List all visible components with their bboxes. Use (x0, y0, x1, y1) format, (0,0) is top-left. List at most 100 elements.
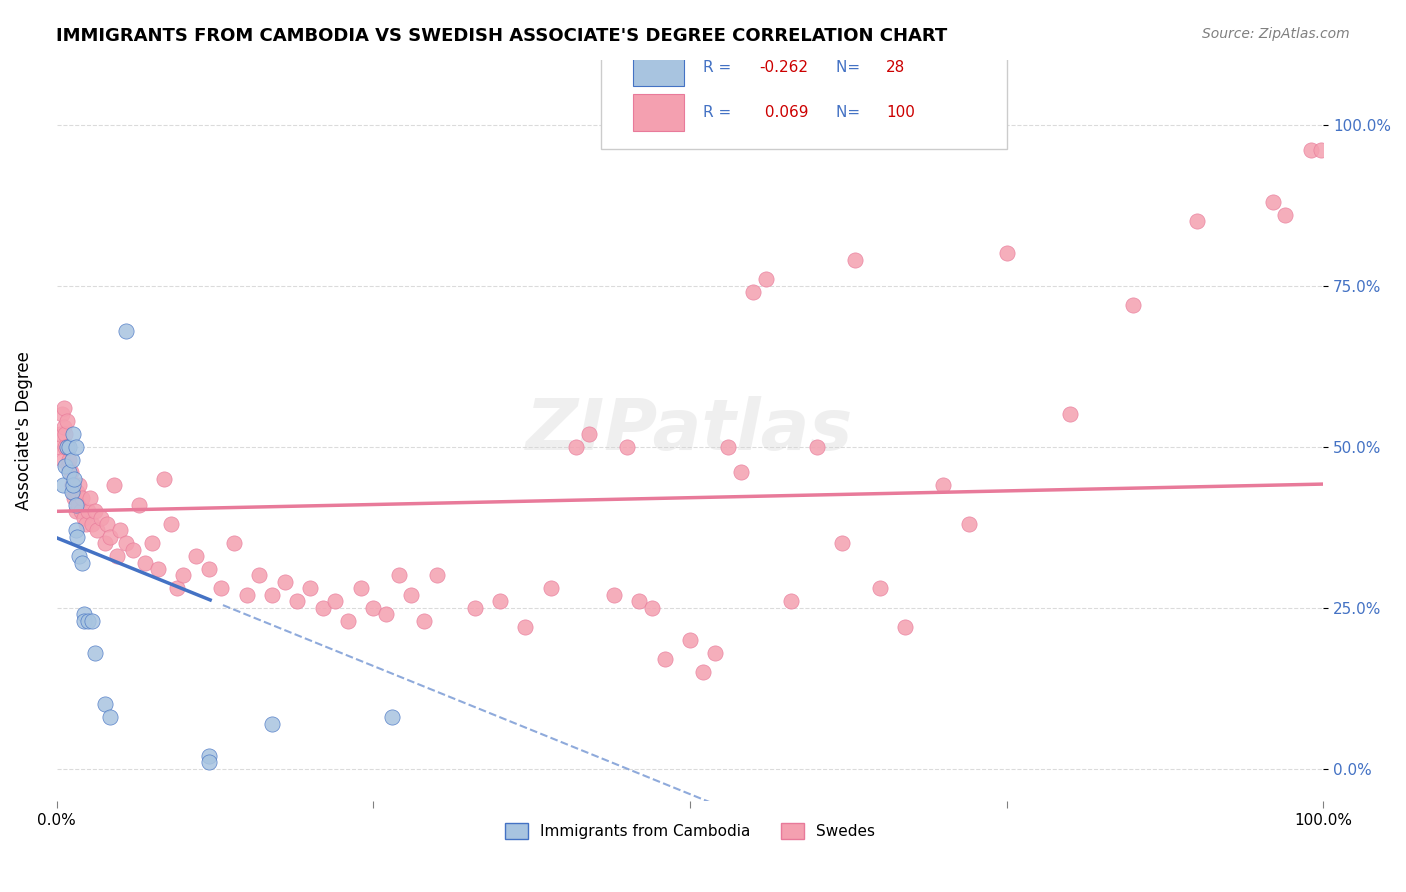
Point (65, 498, 87, 512)
Text: 100: 100 (886, 104, 915, 120)
Point (65, 440, 87, 454)
Point (755, 272, 778, 286)
Point (565, 440, 588, 454)
Point (540, 582, 562, 596)
Bar (633, 94, 683, 130)
Point (60, 452, 83, 467)
Point (115, 536, 138, 550)
Text: 0.069: 0.069 (759, 104, 808, 120)
Text: 28: 28 (886, 60, 905, 75)
Point (273, 574, 295, 589)
Point (209, 582, 232, 596)
Point (166, 582, 188, 596)
Point (197, 756, 219, 770)
Point (83, 646, 105, 660)
Point (55, 440, 77, 454)
Point (730, 466, 752, 480)
Point (67, 549, 90, 563)
Point (197, 562, 219, 576)
Point (80, 614, 103, 628)
Point (128, 498, 150, 512)
Point (60, 478, 83, 492)
Text: IMMIGRANTS FROM CAMBODIA VS SWEDISH ASSOCIATE'S DEGREE CORRELATION CHART: IMMIGRANTS FROM CAMBODIA VS SWEDISH ASSO… (56, 27, 948, 45)
Point (222, 536, 245, 550)
Point (63, 491, 86, 505)
Point (654, 652, 676, 666)
Point (235, 588, 257, 602)
Point (374, 607, 396, 621)
Point (1309, 144, 1331, 158)
Point (52, 478, 75, 492)
Point (49, 426, 72, 441)
Point (260, 716, 283, 731)
Point (381, 710, 404, 724)
Point (108, 524, 131, 538)
Point (80, 516, 103, 531)
Point (86, 524, 108, 538)
Point (62, 478, 84, 492)
Point (98, 710, 121, 724)
Point (1185, 214, 1208, 228)
Legend: Immigrants from Cambodia, Swedes: Immigrants from Cambodia, Swedes (499, 817, 882, 845)
Point (67, 478, 90, 492)
Point (146, 562, 169, 576)
Point (489, 594, 512, 608)
Point (260, 588, 283, 602)
Point (1261, 194, 1284, 209)
Point (515, 620, 537, 634)
Point (53, 420, 76, 434)
Point (51, 408, 73, 422)
Point (361, 600, 384, 615)
Point (66, 530, 89, 544)
Text: R =: R = (703, 104, 735, 120)
Point (98, 530, 121, 544)
Point (93, 698, 115, 712)
Point (48, 440, 70, 454)
Point (103, 478, 125, 492)
Point (62, 426, 84, 441)
Point (58, 466, 80, 480)
Point (641, 600, 664, 615)
Point (115, 324, 138, 338)
Point (55, 440, 77, 454)
Point (616, 440, 638, 454)
Point (55, 414, 77, 428)
Point (79, 491, 101, 505)
Point (932, 478, 955, 492)
Point (66, 484, 89, 499)
Point (285, 594, 308, 608)
Text: R =: R = (703, 60, 735, 75)
Point (184, 549, 207, 563)
Point (717, 440, 740, 454)
Point (73, 510, 96, 524)
Point (388, 568, 411, 582)
Point (692, 665, 714, 679)
Point (55, 426, 77, 441)
Point (578, 426, 600, 441)
Point (58, 452, 80, 467)
Point (679, 632, 702, 647)
Point (464, 600, 486, 615)
Point (1274, 208, 1296, 222)
Point (401, 588, 423, 602)
Point (426, 568, 449, 582)
Point (70, 491, 93, 505)
FancyBboxPatch shape (602, 30, 1007, 149)
Text: N=: N= (835, 60, 865, 75)
Text: N=: N= (835, 104, 865, 120)
Point (323, 594, 346, 608)
Point (995, 246, 1018, 260)
Bar (633, 49, 683, 87)
Point (603, 588, 626, 602)
Point (52, 452, 75, 467)
Point (58, 440, 80, 454)
Point (59, 466, 82, 480)
Point (107, 549, 129, 563)
Point (134, 556, 156, 570)
Point (153, 472, 176, 486)
Point (62, 484, 84, 499)
Point (73, 614, 96, 628)
Point (159, 516, 181, 531)
Point (63, 472, 86, 486)
Point (83, 504, 105, 518)
